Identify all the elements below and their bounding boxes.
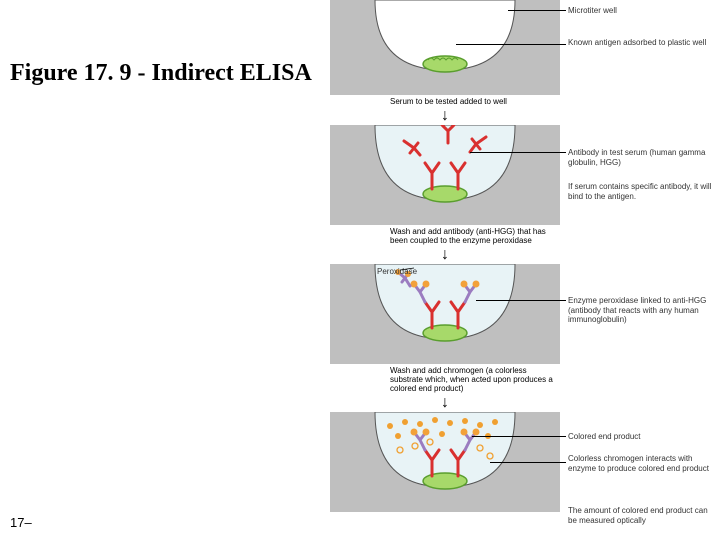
caption-wash-ab: Wash and add antibody (anti-HGG) that ha… (330, 227, 560, 245)
well-panel-2 (330, 125, 560, 225)
arrow-3: ↓ (330, 395, 560, 411)
label-enzyme-linked: Enzyme peroxidase linked to anti-HGG (an… (568, 296, 716, 325)
well-panel-1 (330, 0, 560, 95)
leader-antigen (456, 44, 566, 45)
well-panel-3: Peroxidase (330, 264, 560, 364)
leader-colorless (490, 462, 566, 463)
label-microtiter: Microtiter well (568, 6, 716, 16)
caption-serum: Serum to be tested added to well (330, 97, 560, 106)
arrow-1: ↓ (330, 108, 560, 124)
leader-ab-serum (470, 152, 566, 153)
well-svg-2 (330, 125, 560, 225)
label-known-antigen: Known antigen adsorbed to plastic well (568, 38, 716, 48)
label-colorless: Colorless chromogen interacts with enzym… (568, 454, 716, 473)
label-antibody-serum: Antibody in test serum (human gamma glob… (568, 148, 716, 167)
leader-colored (472, 436, 566, 437)
well-svg-1 (330, 0, 560, 95)
label-if-serum: If serum contains specific antibody, it … (568, 182, 716, 201)
arrow-2: ↓ (330, 247, 560, 263)
leader-enzyme (476, 300, 566, 301)
label-colored-end: Colored end product (568, 432, 716, 442)
well-svg-3: Peroxidase (330, 264, 560, 364)
caption-wash-chromogen: Wash and add chromogen (a colorless subs… (330, 366, 560, 393)
leader-microtiter (508, 10, 566, 11)
page-footer: 17– (10, 515, 32, 530)
label-amount: The amount of colored end product can be… (568, 506, 716, 525)
figure-title: Figure 17. 9 - Indirect ELISA (10, 60, 312, 87)
